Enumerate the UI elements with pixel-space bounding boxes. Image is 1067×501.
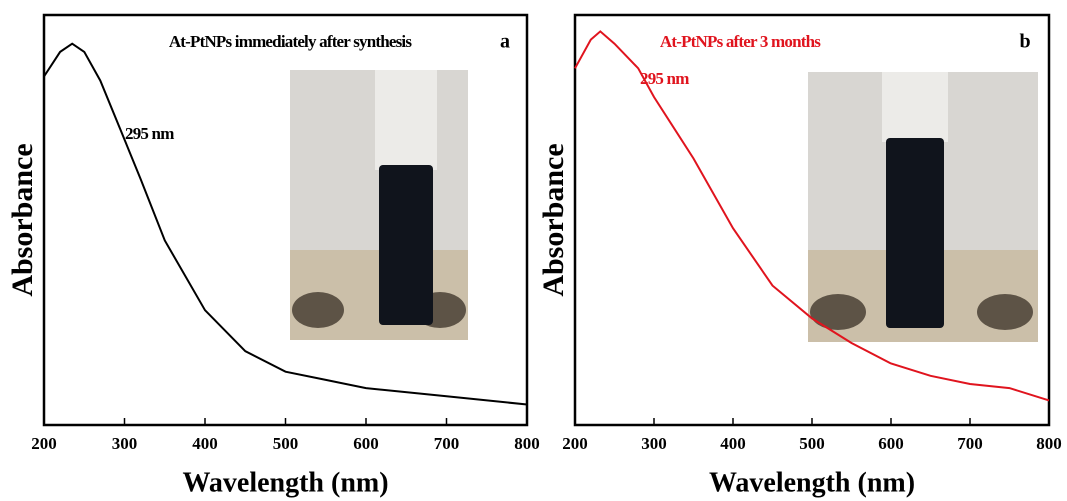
- x-tick-label: 400: [720, 434, 746, 453]
- x-tick-label: 300: [641, 434, 667, 453]
- panel-title: At-PtNPs immediately after synthesis: [169, 32, 413, 51]
- y-axis-label: Absorbance: [6, 143, 39, 296]
- x-axis-label: Wavelength (nm): [709, 467, 915, 498]
- x-tick-label: 400: [192, 434, 218, 453]
- peak-annotation: 295 nm: [640, 69, 689, 88]
- peak-annotation: 295 nm: [125, 124, 174, 143]
- x-tick-label: 600: [878, 434, 904, 453]
- panel-label: a: [500, 31, 510, 53]
- x-tick-label: 600: [353, 434, 379, 453]
- y-axis-label: Absorbance: [537, 143, 570, 296]
- x-tick-label: 800: [1036, 434, 1062, 453]
- panel-label: b: [1019, 31, 1030, 53]
- x-tick-label: 800: [514, 434, 540, 453]
- photo-a: [290, 70, 468, 340]
- x-tick-label: 500: [273, 434, 299, 453]
- x-tick-label: 700: [434, 434, 460, 453]
- x-tick-label: 500: [799, 434, 825, 453]
- figure: 200 300 400 500 600 700 800 At-PtNPs immediatel…: [0, 0, 1067, 501]
- x-tick-label: 300: [112, 434, 138, 453]
- photo-b: [808, 72, 1038, 342]
- x-tick-label: 200: [31, 434, 57, 453]
- panel-title: At-PtNPs after 3 months: [660, 32, 821, 51]
- x-tick-label: 200: [562, 434, 588, 453]
- x-axis-label: Wavelength (nm): [182, 467, 388, 498]
- x-tick-label: 700: [957, 434, 983, 453]
